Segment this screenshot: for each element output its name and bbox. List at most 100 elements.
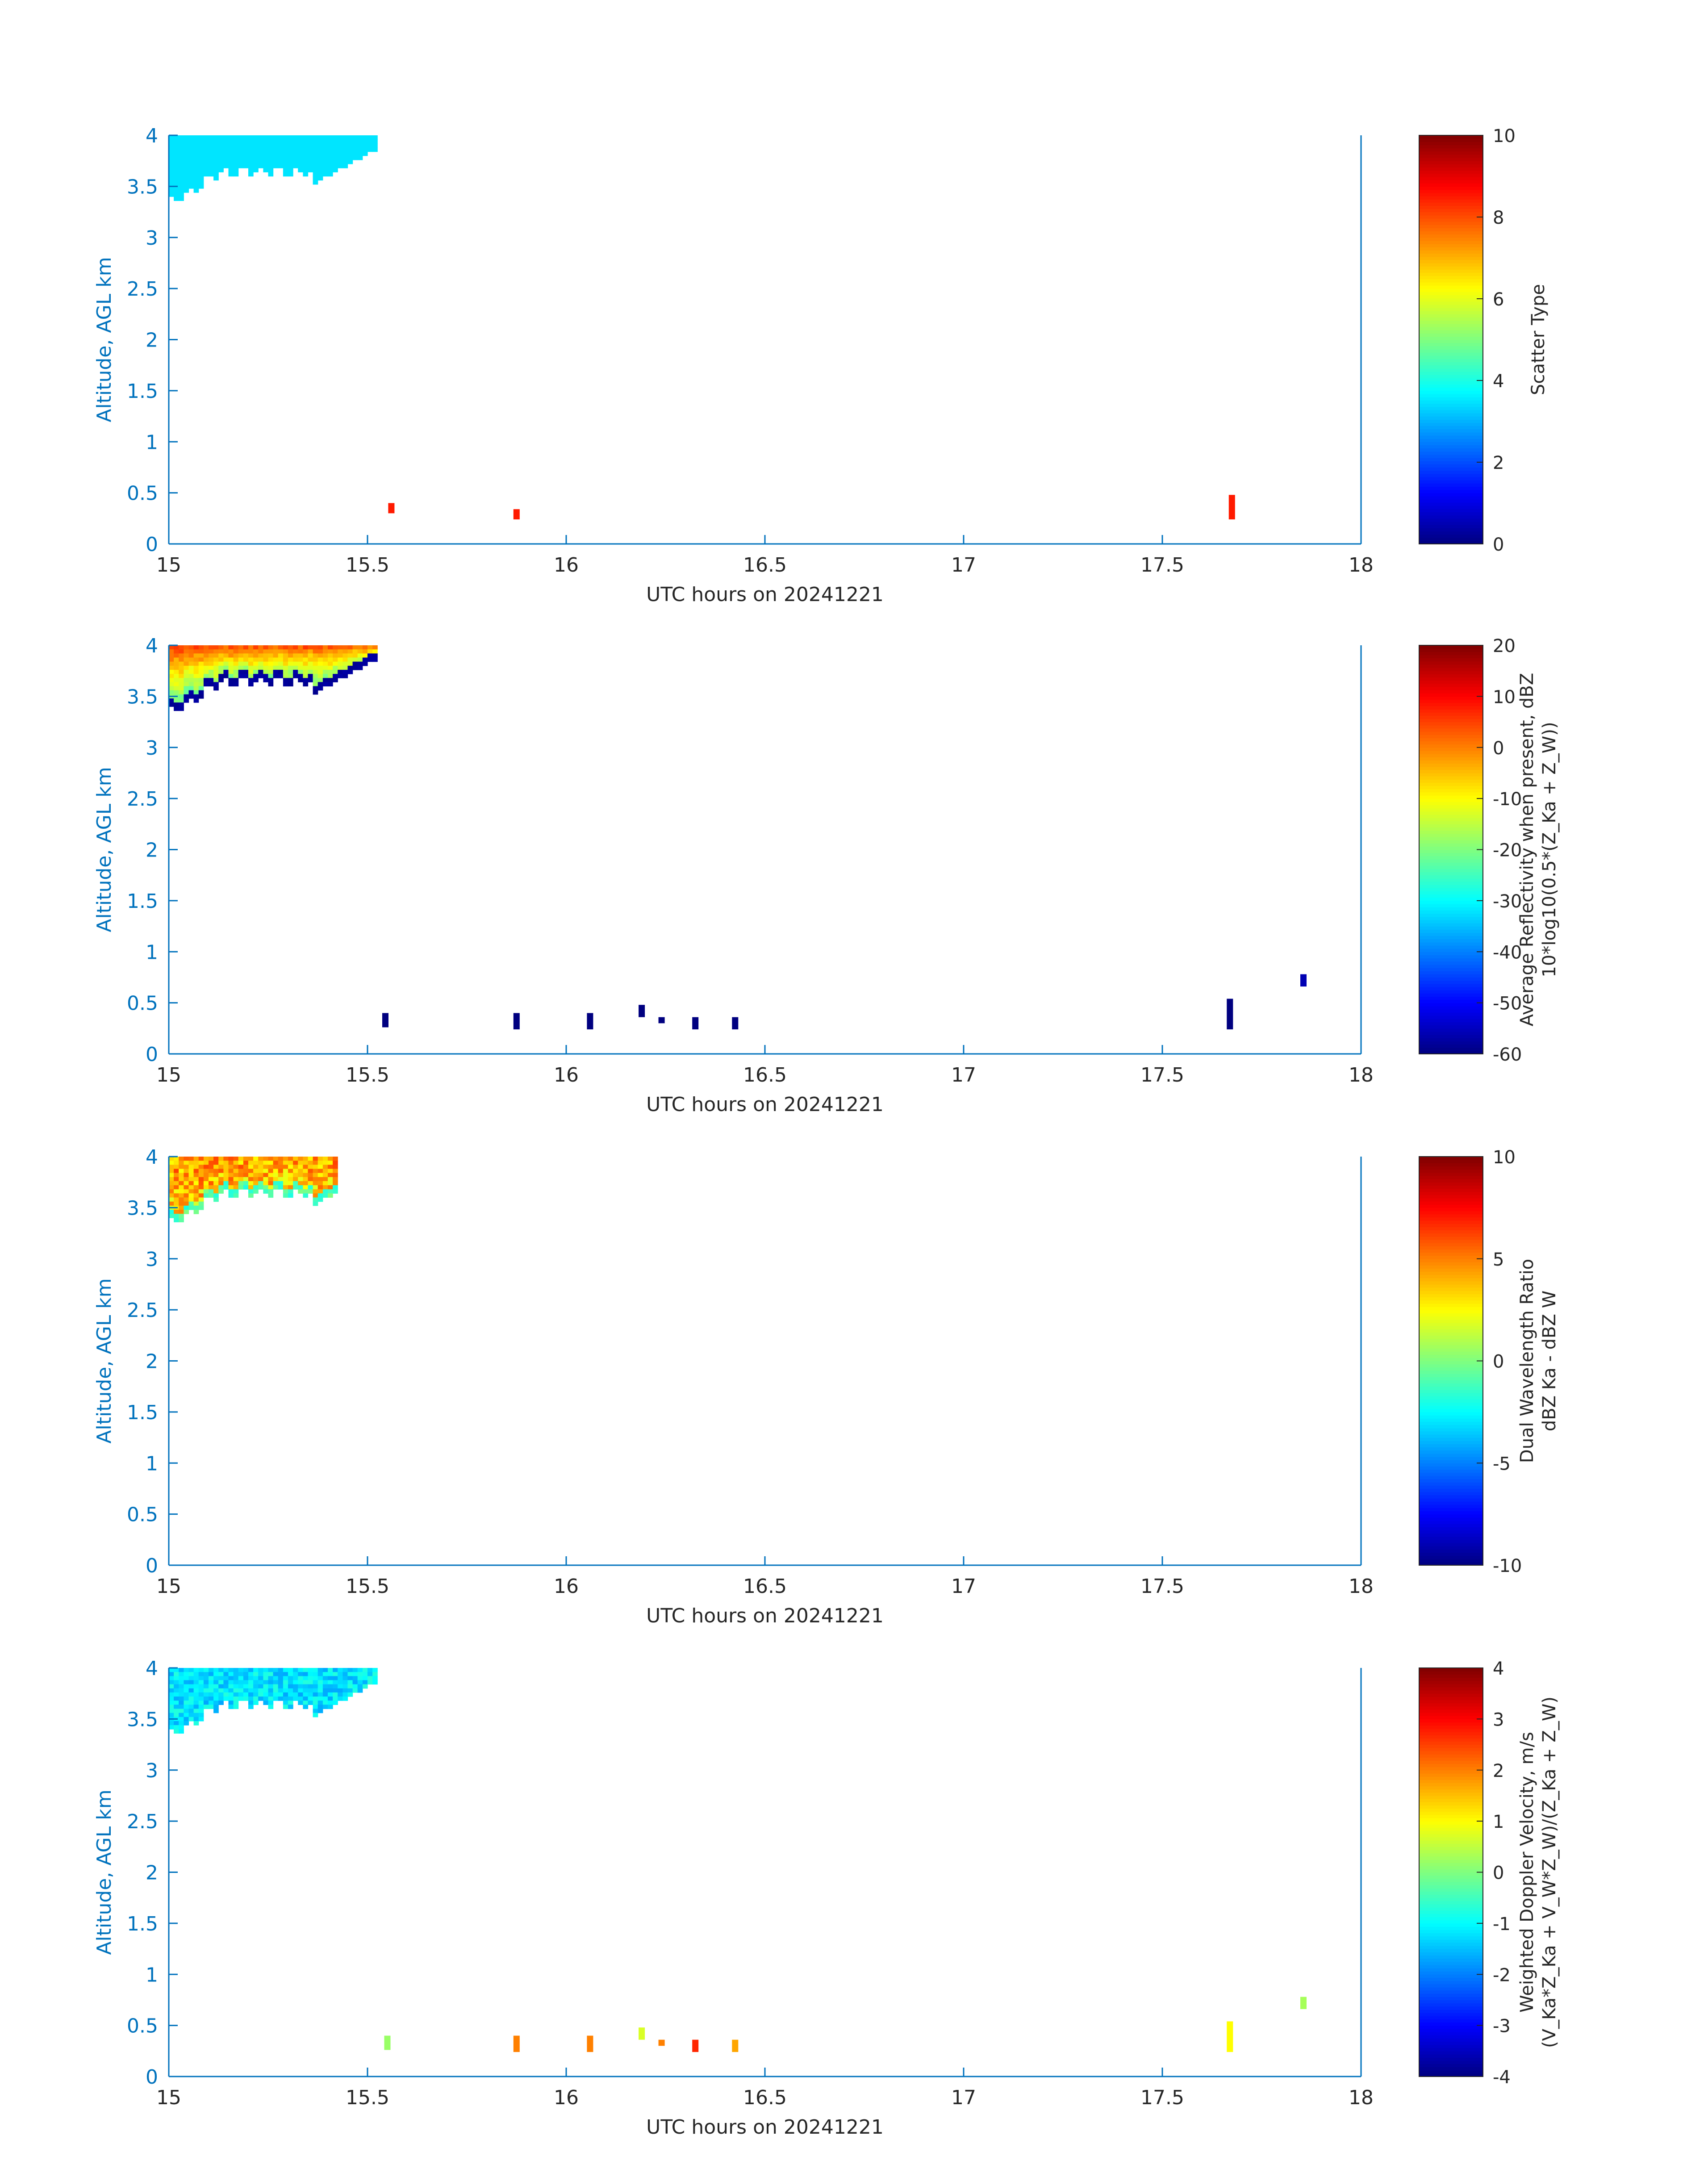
- colorbar-segment: [1419, 929, 1483, 933]
- cloud-cell: [188, 674, 194, 678]
- cloud-cell: [188, 143, 194, 148]
- echo-feature: [388, 503, 395, 514]
- cloud-cell: [184, 1157, 189, 1161]
- cloud-cell: [333, 661, 338, 666]
- cloud-cell: [169, 1668, 174, 1672]
- colorbar-segment: [1419, 266, 1483, 270]
- cloud-cell: [179, 661, 184, 666]
- cloud-cell: [203, 1668, 209, 1672]
- cloud-cell: [293, 1169, 298, 1174]
- cloud-cell: [243, 1688, 249, 1693]
- cloud-cell: [179, 674, 184, 678]
- colorbar-segment: [1419, 1294, 1483, 1298]
- colorbar-segment: [1419, 1897, 1483, 1901]
- cloud-cell: [188, 159, 194, 164]
- cloud-cell: [243, 1185, 249, 1190]
- cloud-cell: [223, 1177, 229, 1182]
- colorbar-segment: [1419, 1348, 1483, 1352]
- cloud-cell: [213, 649, 219, 654]
- cloud-cell: [347, 1672, 353, 1676]
- cloud-cell: [288, 1668, 293, 1672]
- colorbar-segment: [1419, 1878, 1483, 1882]
- cloud-cell: [333, 665, 338, 670]
- cloud-cell: [298, 164, 303, 168]
- colorbar-segment: [1419, 483, 1483, 487]
- cloud-cell: [313, 1684, 318, 1689]
- cloud-cell: [193, 147, 199, 152]
- cloud-cell: [298, 649, 303, 654]
- cloud-cell: [179, 1717, 184, 1722]
- cloud-cell: [258, 1684, 263, 1689]
- cloud-cell: [333, 1161, 338, 1165]
- cloud-cell: [298, 155, 303, 160]
- cloud-cell: [268, 649, 274, 654]
- colorbar-segment: [1419, 145, 1483, 149]
- colorbar-segment: [1419, 1504, 1483, 1508]
- colorbar-segment: [1419, 1520, 1483, 1524]
- cloud-cell: [322, 1705, 328, 1709]
- cloud-cell: [188, 1696, 194, 1701]
- colorbar-segment: [1419, 1482, 1483, 1486]
- colorbar-segment: [1419, 872, 1483, 876]
- cloud-cell: [174, 143, 179, 148]
- cloud-cell: [253, 151, 259, 156]
- colorbar-segment: [1419, 368, 1483, 372]
- cloud-cell: [184, 1173, 189, 1178]
- cloud-cell: [174, 1696, 179, 1701]
- colorbar-segment: [1419, 205, 1483, 209]
- cloud-cell: [223, 151, 229, 156]
- cloud-cell: [248, 1701, 254, 1705]
- colorbar-label: Weighted Doppler Velocity, m/s: [1517, 1732, 1537, 2013]
- colorbar-segment: [1419, 1258, 1483, 1262]
- cloud-cell: [238, 645, 244, 650]
- cloud-cell: [273, 1688, 279, 1693]
- cloud-cell: [184, 1210, 189, 1214]
- cloud-cell: [308, 1189, 313, 1194]
- colorbar-segment: [1419, 394, 1483, 397]
- colorbar-segment: [1419, 1041, 1483, 1045]
- colorbar-segment: [1419, 668, 1483, 671]
- x-tick-label: 17: [951, 2086, 976, 2109]
- cloud-cell: [372, 653, 378, 658]
- colorbar-segment: [1419, 1863, 1483, 1866]
- cloud-cell: [223, 1169, 229, 1174]
- colorbar-segment: [1419, 932, 1483, 936]
- cloud-cell: [243, 1161, 249, 1165]
- cloud-cell: [179, 139, 184, 144]
- cloud-cell: [228, 164, 234, 168]
- cloud-cell: [169, 678, 174, 682]
- cloud-cell: [179, 135, 184, 140]
- cloud-cell: [372, 147, 378, 152]
- colorbar-segment: [1419, 390, 1483, 394]
- cloud-cell: [328, 678, 333, 682]
- cloud-cell: [188, 1680, 194, 1685]
- x-tick-label: 17.5: [1140, 1575, 1184, 1598]
- cloud-cell: [248, 1688, 254, 1693]
- cloud-cell: [293, 1185, 298, 1190]
- cloud-cell: [248, 657, 254, 662]
- cloud-cell: [174, 1676, 179, 1680]
- cloud-cell: [179, 147, 184, 152]
- cloud-cell: [184, 694, 189, 699]
- cloud-cell: [328, 669, 333, 674]
- cloud-cell: [169, 172, 174, 177]
- colorbar-segment: [1419, 1217, 1483, 1221]
- cloud-cell: [308, 1169, 313, 1174]
- cloud-cell: [253, 665, 259, 670]
- cloud-cell: [293, 1181, 298, 1186]
- cloud-cell: [238, 1688, 244, 1693]
- y-tick-label: 1.5: [127, 1401, 158, 1424]
- cloud-cell: [313, 180, 318, 185]
- cloud-cell: [293, 1177, 298, 1182]
- cloud-cell: [263, 1189, 269, 1194]
- cloud-cell: [188, 168, 194, 172]
- colorbar-segment: [1419, 1201, 1483, 1205]
- cloud-cell: [198, 1709, 204, 1713]
- cloud-cell: [209, 164, 214, 168]
- cloud-cell: [263, 151, 269, 156]
- cloud-cell: [233, 147, 239, 152]
- cloud-cell: [342, 649, 348, 654]
- cloud-cell: [174, 1161, 179, 1165]
- cloud-cell: [288, 1165, 293, 1169]
- cloud-cell: [193, 151, 199, 156]
